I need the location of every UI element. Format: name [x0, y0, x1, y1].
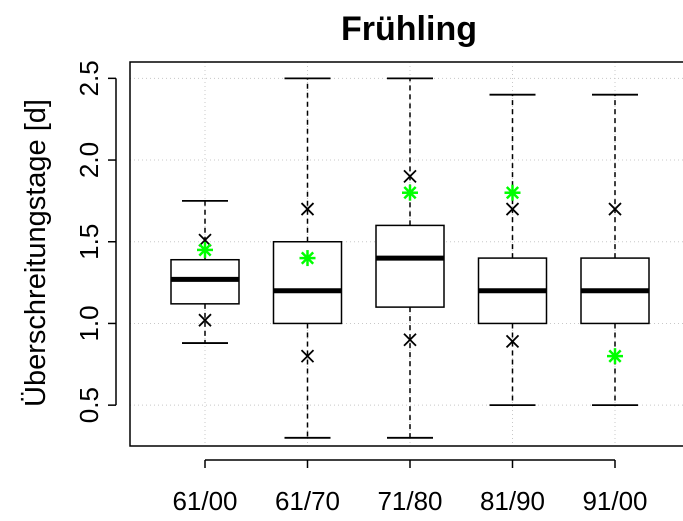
axes: 0.5 1.0 1.5 2.0 2.5 61/00 61/70 71/80 81/90 91/00 — [74, 60, 648, 516]
y-tick-label-0: 0.5 — [74, 387, 104, 423]
x-tick-label-1: 61/70 — [275, 486, 340, 516]
boxes — [170, 77, 650, 439]
star-marker-4 — [607, 348, 623, 365]
box-0 — [170, 199, 240, 344]
markers — [197, 169, 623, 365]
x-tick-label-4: 91/00 — [582, 486, 647, 516]
y-tick-label-3: 2.0 — [74, 142, 104, 178]
cross-marker-0-1 — [198, 233, 212, 247]
star-marker-1 — [299, 250, 316, 267]
y-axis-label: Überschreitungstage [d] — [20, 99, 52, 407]
cross-marker-1-1 — [300, 202, 315, 216]
cross-marker-0-0 — [198, 313, 212, 327]
x-tick-label-3: 81/90 — [480, 486, 545, 516]
cross-marker-3-1 — [505, 202, 520, 216]
star-marker-3 — [504, 184, 521, 201]
y-tick-label-4: 2.5 — [74, 60, 104, 96]
y-tick-label-1: 1.0 — [74, 305, 104, 341]
star-marker-2 — [402, 184, 418, 201]
x-tick-label-0: 61/00 — [172, 486, 237, 516]
y-tick-label-2: 1.5 — [74, 224, 104, 260]
cross-marker-2-0 — [403, 333, 417, 347]
plot-frame — [129, 61, 683, 447]
chart-title: Frühling — [341, 10, 477, 48]
box-4 — [580, 93, 650, 407]
star-marker-0 — [197, 241, 213, 258]
x-tick-label-2: 71/80 — [377, 486, 442, 516]
cross-marker-2-1 — [403, 169, 417, 184]
box-body-2 — [375, 224, 445, 308]
cross-marker-1-0 — [300, 349, 315, 363]
box-2 — [375, 77, 445, 439]
cross-marker-3-0 — [505, 334, 520, 349]
box-3 — [477, 93, 548, 407]
cross-marker-4-0 — [608, 202, 622, 216]
